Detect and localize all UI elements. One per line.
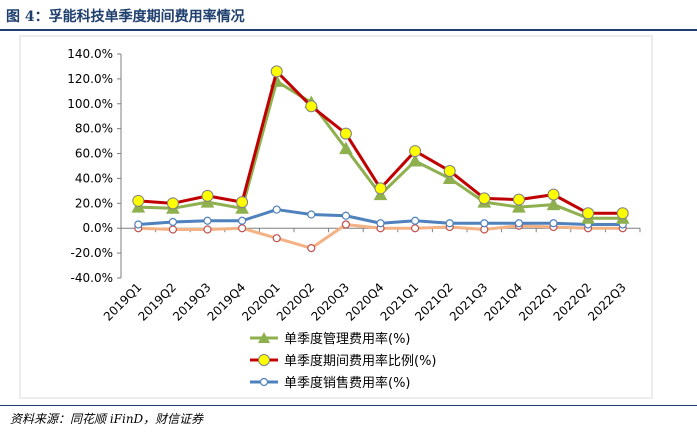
legend-item-0: 单季度管理费用率(%) (250, 331, 411, 347)
data-point (512, 193, 525, 206)
legend-marker (259, 377, 269, 387)
data-point (166, 197, 179, 210)
data-point (339, 127, 352, 140)
data-point (339, 141, 353, 155)
data-point (480, 219, 489, 228)
data-point (512, 200, 526, 213)
y-tick-label: 0.0% (83, 221, 114, 235)
data-point (443, 164, 456, 177)
data-point (547, 188, 560, 201)
data-point (442, 171, 457, 184)
y-tick-label: 60.0% (75, 147, 113, 161)
y-tick-label: 120.0% (67, 72, 113, 86)
data-point (341, 220, 350, 229)
legend-label: 单季度管理费用率(%) (284, 331, 411, 347)
legend-label: 单季度期间费用率比例(%) (284, 353, 437, 369)
data-point (168, 217, 177, 227)
legend-item-1: 单季度期间费用率比例(%) (250, 353, 437, 369)
title-rule (0, 29, 697, 31)
data-point (272, 205, 281, 214)
y-tick-label: 20.0% (75, 196, 113, 210)
y-tick-label: -40.0% (71, 271, 113, 285)
chart: -40.0% -20.0% 0.0% 20.0% 40.0% 60.0% 80.0% 100.… (19, 35, 653, 399)
data-point (549, 219, 558, 228)
data-point (238, 216, 247, 225)
data-point (307, 210, 316, 219)
y-tick-label: -20.0% (71, 246, 113, 260)
data-point (238, 224, 247, 233)
data-point (236, 196, 249, 209)
y-tick-label: 140.0% (67, 47, 113, 61)
data-point (201, 189, 214, 202)
legend: 单季度管理费用率(%) 单季度期间费用率比例(%) 单季度销售费用率(%) (250, 331, 437, 391)
data-point (270, 65, 283, 78)
data-point (478, 192, 491, 205)
data-point (582, 207, 595, 220)
data-point (374, 182, 387, 195)
legend-marker (258, 354, 270, 366)
figure-title: 图 4：孚能科技单季度期间费用率情况 (6, 9, 245, 25)
footer-rule (0, 405, 697, 406)
data-point (411, 224, 420, 233)
series-layer (131, 65, 630, 253)
data-point (546, 197, 561, 211)
data-point (341, 211, 350, 220)
data-point (409, 145, 422, 158)
data-point (411, 216, 420, 225)
y-tick-label: 80.0% (75, 122, 113, 136)
y-axis: -40.0% -20.0% 0.0% 20.0% 40.0% 60.0% 80.0% 100.… (67, 47, 122, 285)
legend-item-2: 单季度销售费用率(%) (250, 375, 411, 391)
y-tick-label: 40.0% (75, 171, 113, 185)
data-point (307, 244, 316, 253)
data-point (168, 225, 177, 234)
y-tick-label: 100.0% (67, 97, 113, 111)
legend-marker (258, 332, 270, 343)
source-note: 资料来源：同花顺 iFinD，财信证券 (10, 412, 204, 426)
legend-label: 单季度销售费用率(%) (284, 375, 411, 391)
data-point (203, 225, 212, 234)
data-point (305, 100, 318, 113)
data-point (616, 207, 629, 220)
data-point (134, 220, 143, 229)
series-2 (134, 205, 627, 229)
data-point (132, 194, 145, 207)
series-1 (132, 65, 629, 220)
data-point (376, 219, 385, 228)
data-point (272, 234, 281, 243)
data-point (408, 153, 422, 167)
data-point (445, 219, 454, 228)
data-point (203, 216, 212, 225)
chart-frame (19, 35, 653, 399)
data-point (514, 219, 524, 228)
